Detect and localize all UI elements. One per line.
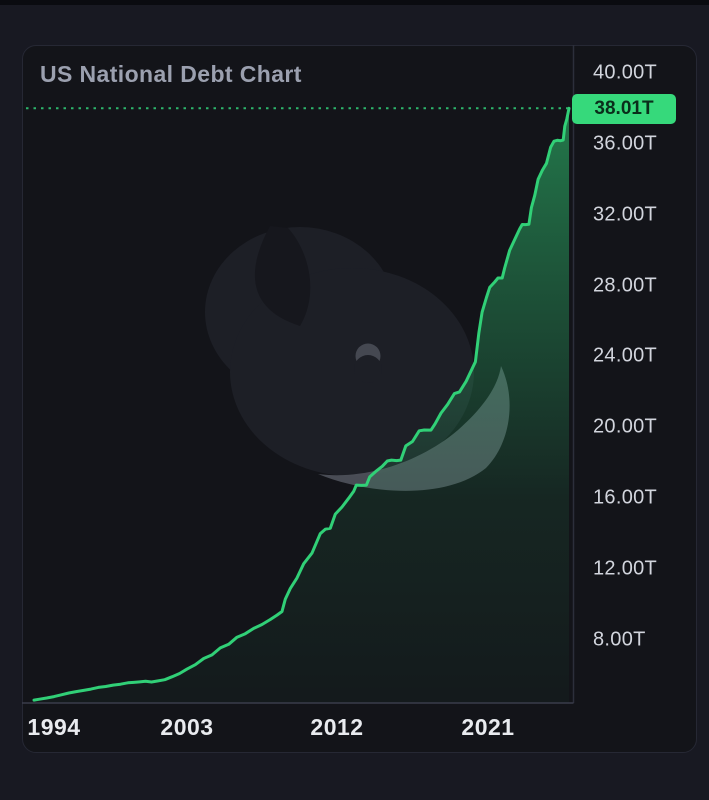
y-axis-label: 12.00T	[593, 557, 658, 580]
y-axis-label: 28.00T	[593, 274, 658, 297]
x-axis-label: 2003	[160, 714, 214, 740]
y-axis-label: 8.00T	[593, 628, 646, 651]
chart-title: US National Debt Chart	[40, 61, 302, 87]
y-axis-label: 32.00T	[593, 203, 658, 226]
current-value-badge: 38.01T	[572, 94, 676, 124]
x-axis-label: 2012	[310, 714, 364, 740]
x-axis-label: 1994	[27, 714, 81, 740]
y-axis-label: 40.00T	[593, 61, 658, 84]
y-axis-label: 20.00T	[593, 415, 658, 438]
y-axis-label: 36.00T	[593, 132, 658, 155]
x-axis-label: 2021	[461, 714, 515, 740]
screen-top-strip	[0, 0, 709, 5]
y-axis-label: 24.00T	[593, 344, 658, 367]
y-axis-label: 16.00T	[593, 486, 658, 509]
